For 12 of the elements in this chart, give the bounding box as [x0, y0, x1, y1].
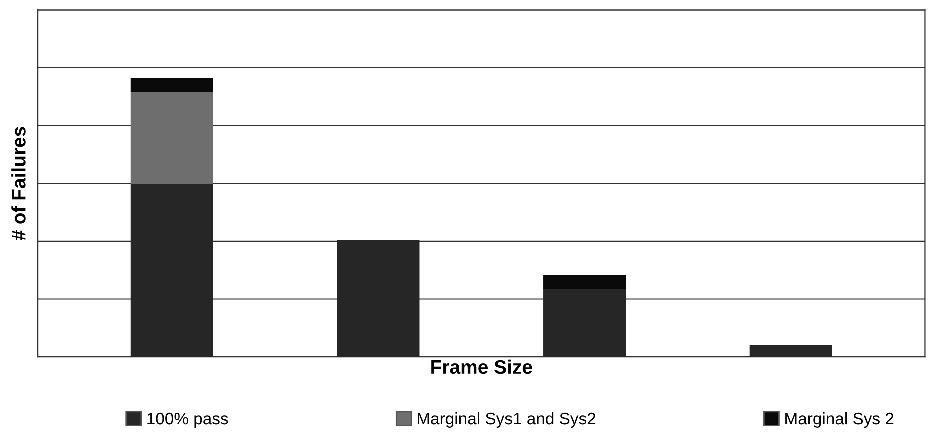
bar	[750, 345, 832, 358]
bar	[544, 275, 626, 290]
legend-label: Marginal Sys1 and Sys2	[418, 412, 596, 428]
legend-label: Marginal Sys 2	[786, 412, 894, 428]
bar	[130, 78, 214, 92]
legend-label: 100% pass	[148, 412, 228, 428]
bar	[130, 92, 214, 184]
bar	[130, 184, 214, 358]
bar	[337, 240, 420, 358]
bar	[544, 289, 626, 358]
x-axis-title: Frame Size	[432, 360, 532, 374]
y-axis-title: # of Failures	[12, 127, 26, 241]
